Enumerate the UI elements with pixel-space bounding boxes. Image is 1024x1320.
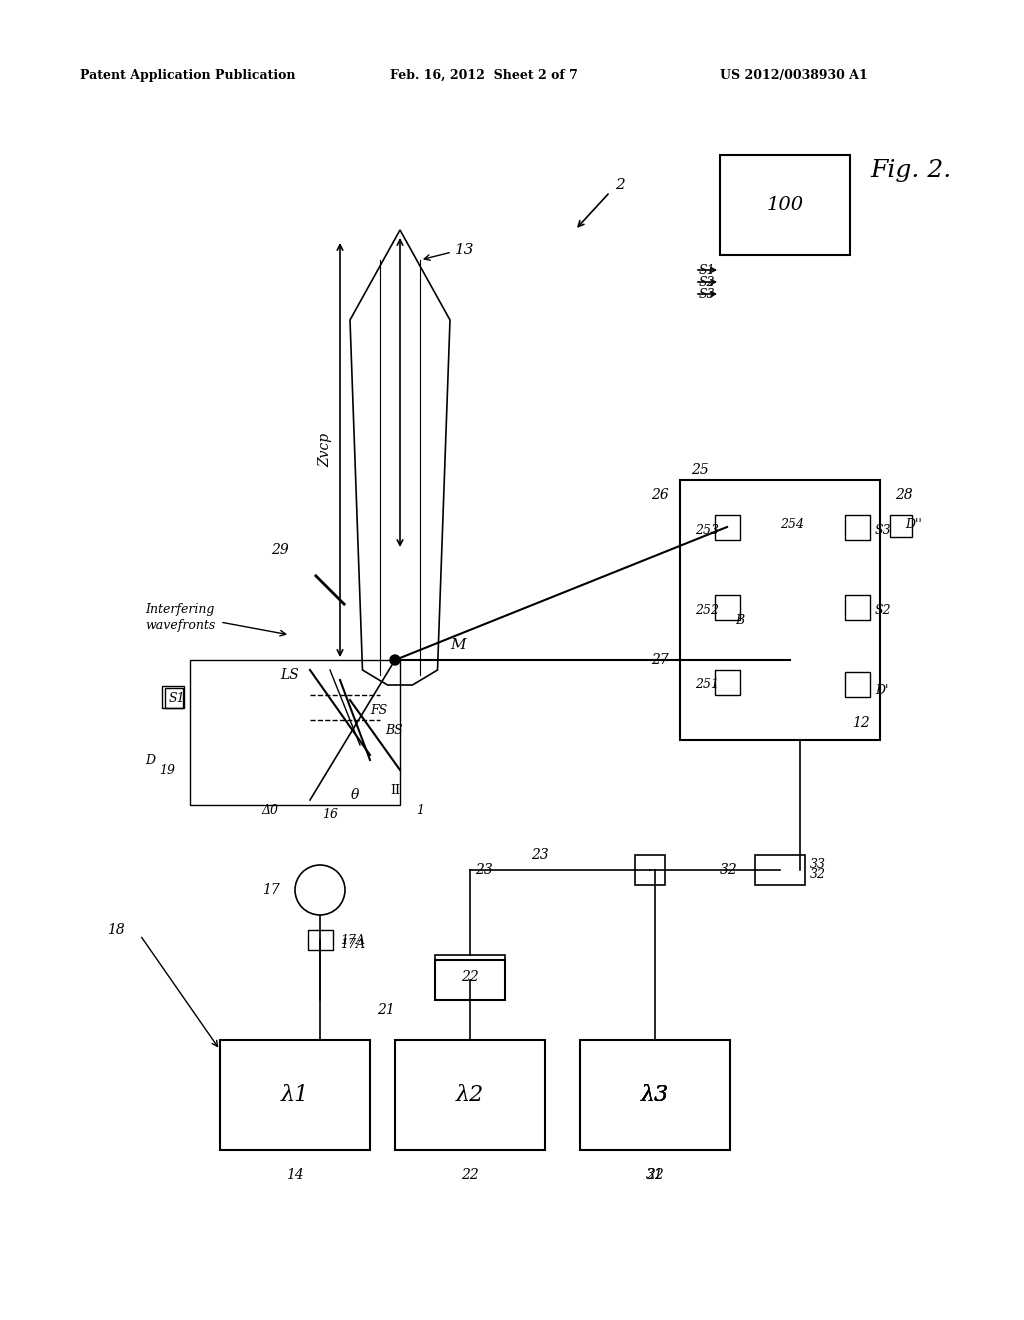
Text: λ3: λ3: [641, 1084, 669, 1106]
Bar: [845, 515, 870, 540]
Bar: [635, 855, 665, 884]
Text: FS: FS: [370, 704, 387, 717]
Bar: [308, 931, 333, 950]
Text: 22: 22: [461, 1168, 479, 1181]
Text: θ: θ: [351, 788, 359, 803]
Text: 253: 253: [695, 524, 719, 536]
Bar: [715, 515, 740, 540]
Text: 32: 32: [720, 863, 737, 876]
Text: S1: S1: [698, 264, 715, 276]
Bar: [755, 855, 805, 884]
Bar: [162, 686, 184, 708]
Text: 25: 25: [691, 463, 709, 477]
Text: Interfering: Interfering: [145, 603, 215, 616]
Text: S3: S3: [698, 288, 715, 301]
Text: 21: 21: [377, 1003, 395, 1016]
Text: 14: 14: [286, 1168, 304, 1181]
Text: 251: 251: [695, 678, 719, 692]
Text: 17A: 17A: [340, 939, 365, 952]
Text: 16: 16: [322, 808, 338, 821]
Bar: [435, 960, 505, 1001]
Bar: [715, 671, 740, 696]
Text: D': D': [874, 684, 889, 697]
Text: D'': D'': [905, 519, 922, 532]
Bar: [680, 480, 880, 741]
Text: 26: 26: [651, 488, 669, 502]
Text: 17: 17: [262, 883, 280, 898]
Text: 2: 2: [615, 178, 625, 191]
Text: wavefronts: wavefronts: [144, 619, 215, 631]
Bar: [220, 1040, 370, 1150]
Text: S2: S2: [698, 276, 715, 289]
Text: 100: 100: [766, 195, 804, 214]
Bar: [165, 688, 183, 708]
Text: 252: 252: [695, 603, 719, 616]
Text: 19: 19: [159, 763, 175, 776]
Bar: [845, 595, 870, 620]
Bar: [720, 154, 850, 255]
Text: 18: 18: [108, 923, 125, 937]
Text: Patent Application Publication: Patent Application Publication: [80, 69, 296, 82]
Text: 33: 33: [810, 858, 826, 871]
Text: Feb. 16, 2012  Sheet 2 of 7: Feb. 16, 2012 Sheet 2 of 7: [390, 69, 578, 82]
Text: 23: 23: [531, 847, 549, 862]
Text: Zvcp: Zvcp: [318, 433, 332, 467]
Text: S3: S3: [874, 524, 892, 536]
Text: 254: 254: [780, 519, 804, 532]
Text: 31: 31: [646, 1168, 664, 1181]
Bar: [395, 1040, 545, 1150]
Text: 22: 22: [646, 1168, 664, 1181]
Text: Fig. 2.: Fig. 2.: [870, 158, 951, 181]
Text: 13: 13: [455, 243, 474, 257]
Text: 1: 1: [416, 804, 424, 817]
Text: 17A: 17A: [340, 933, 365, 946]
Text: 29: 29: [271, 543, 289, 557]
Text: II: II: [390, 784, 400, 796]
Bar: [435, 954, 505, 1001]
Text: λ3: λ3: [641, 1084, 669, 1106]
Bar: [190, 660, 400, 805]
Text: D: D: [145, 754, 155, 767]
Text: λ1: λ1: [281, 1084, 309, 1106]
Text: λ2: λ2: [456, 1084, 484, 1106]
Text: 12: 12: [852, 715, 870, 730]
Text: S1: S1: [168, 692, 185, 705]
Text: λ3: λ3: [641, 1084, 669, 1106]
Bar: [580, 1040, 730, 1150]
Text: 22: 22: [461, 970, 479, 983]
Circle shape: [390, 655, 400, 665]
Text: B: B: [735, 614, 744, 627]
Text: 28: 28: [895, 488, 912, 502]
Text: 32: 32: [810, 869, 826, 882]
Bar: [715, 595, 740, 620]
Text: 27: 27: [651, 653, 669, 667]
Text: S2: S2: [874, 603, 892, 616]
Text: BS: BS: [385, 723, 402, 737]
Text: M: M: [450, 638, 466, 652]
Text: LS: LS: [280, 668, 299, 682]
Text: Δ0: Δ0: [261, 804, 279, 817]
Bar: [845, 672, 870, 697]
Text: 23: 23: [475, 863, 493, 876]
Bar: [890, 515, 912, 537]
Text: US 2012/0038930 A1: US 2012/0038930 A1: [720, 69, 867, 82]
